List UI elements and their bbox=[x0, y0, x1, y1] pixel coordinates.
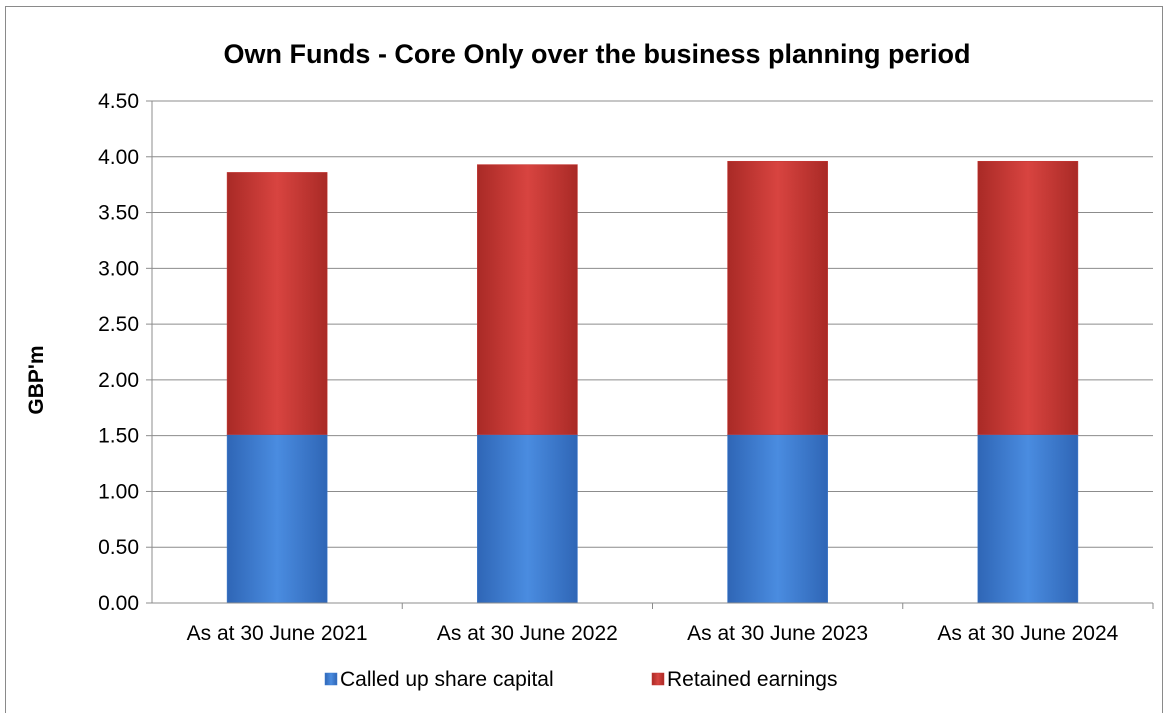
bar-retained-earnings bbox=[727, 160, 828, 435]
bar-called-up-share-capital bbox=[727, 434, 828, 604]
x-tick-label: As at 30 June 2021 bbox=[187, 622, 368, 645]
chart-frame bbox=[5, 6, 1163, 713]
y-tick-label: 1.50 bbox=[98, 425, 139, 448]
bar-retained-earnings bbox=[226, 172, 328, 435]
y-tick-label: 2.50 bbox=[98, 313, 139, 336]
bar-called-up-share-capital bbox=[477, 434, 578, 604]
y-tick-label: 3.50 bbox=[98, 202, 139, 225]
y-tick-label: 0.00 bbox=[98, 592, 139, 615]
legend-swatch bbox=[324, 672, 338, 686]
y-axis-label: GBP'm bbox=[25, 345, 48, 414]
y-tick-label: 4.00 bbox=[98, 146, 139, 169]
y-tick-label: 2.00 bbox=[98, 369, 139, 392]
y-tick-label: 0.50 bbox=[98, 536, 139, 559]
x-tick-label: As at 30 June 2022 bbox=[437, 622, 618, 645]
bar-retained-earnings bbox=[477, 164, 578, 435]
bar-called-up-share-capital bbox=[226, 434, 328, 604]
y-tick-label: 3.00 bbox=[98, 257, 139, 280]
legend-swatch bbox=[651, 672, 665, 686]
y-tick-label: 1.00 bbox=[98, 480, 139, 503]
x-tick-label: As at 30 June 2024 bbox=[937, 622, 1118, 645]
legend-label: Retained earnings bbox=[667, 668, 837, 691]
y-tick-label: 4.50 bbox=[98, 90, 139, 113]
legend-label: Called up share capital bbox=[340, 668, 554, 691]
bar-retained-earnings bbox=[977, 160, 1079, 435]
x-tick-label: As at 30 June 2023 bbox=[687, 622, 868, 645]
bar-called-up-share-capital bbox=[977, 434, 1079, 604]
chart-title: Own Funds - Core Only over the business … bbox=[223, 39, 970, 69]
